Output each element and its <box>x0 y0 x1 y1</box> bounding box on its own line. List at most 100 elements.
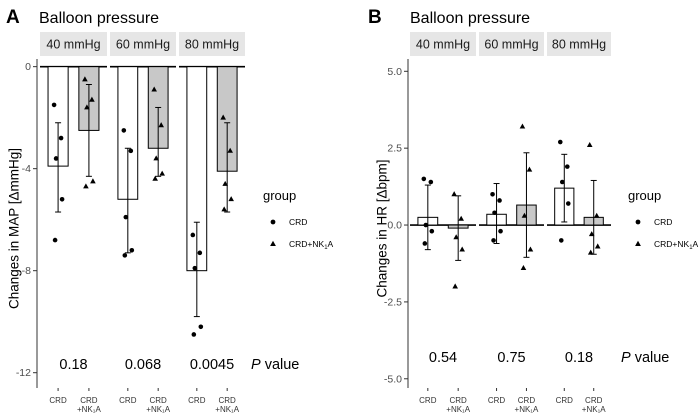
data-point <box>222 180 228 186</box>
x-tick-label: CRD <box>450 396 468 405</box>
legend: group CRD CRD+NK1A <box>263 188 334 251</box>
facet-strip <box>110 32 176 56</box>
data-point <box>90 178 96 184</box>
p-value: 0.75 <box>497 350 525 366</box>
data-point <box>521 212 528 218</box>
legend-triangle-icon <box>635 240 641 246</box>
x-tick-label: CRD <box>80 396 98 405</box>
data-point <box>53 156 59 161</box>
data-point <box>52 237 58 243</box>
data-point <box>451 191 457 197</box>
data-point <box>153 155 159 161</box>
p-value: 0.54 <box>429 350 457 366</box>
x-tick-label: +NK₁A <box>215 405 239 414</box>
data-point <box>129 247 135 253</box>
legend-title: group <box>628 188 661 203</box>
x-tick-label: CRD <box>188 396 206 405</box>
y-tick-label: -5.0 <box>384 373 402 385</box>
data-point <box>128 148 134 154</box>
data-point <box>121 128 127 133</box>
data-point <box>490 191 495 197</box>
facet-strip <box>410 32 476 56</box>
x-tick-label: +NK₁A <box>77 405 101 414</box>
data-point <box>527 246 534 252</box>
x-tick-label: CRD <box>556 396 574 405</box>
data-point <box>197 250 203 256</box>
p-value: 0.18 <box>565 350 593 366</box>
data-point <box>159 170 165 176</box>
x-tick-label: +NK₁A <box>446 405 470 414</box>
panel-letter: A <box>6 7 20 28</box>
x-tick-label: +NK₁A <box>582 405 606 414</box>
data-point <box>151 86 157 92</box>
x-tick-label: CRD <box>585 396 603 405</box>
y-tick-label: 0.0 <box>387 220 402 232</box>
x-tick-label: CRD <box>49 396 67 405</box>
panel-title: Balloon pressure <box>39 10 159 27</box>
facet-label: 80 mmHg <box>185 38 239 52</box>
data-point <box>51 102 57 108</box>
p-value-label: P value <box>621 350 669 366</box>
data-point <box>59 196 65 202</box>
data-point <box>565 201 571 206</box>
panel-letter: B <box>368 7 382 28</box>
data-point <box>220 114 226 120</box>
y-tick-label: -12 <box>16 367 31 379</box>
data-point <box>558 238 564 243</box>
y-tick-label: -8 <box>22 265 31 277</box>
data-point <box>83 183 89 189</box>
x-tick-label: CRD <box>150 396 168 405</box>
y-tick-label: 5.0 <box>387 66 402 78</box>
facet-label: 40 mmHg <box>46 38 100 52</box>
data-point <box>158 122 164 128</box>
data-point <box>84 104 90 110</box>
data-point <box>429 228 435 234</box>
facet-strip <box>40 32 107 56</box>
legend-label: CRD+NK1A <box>654 239 699 251</box>
facet-label: 80 mmHg <box>552 38 606 52</box>
data-point <box>519 123 526 129</box>
facet-strip <box>479 32 544 56</box>
legend-triangle-icon <box>270 240 276 246</box>
data-point <box>227 147 233 153</box>
data-point <box>559 179 565 185</box>
panel-a: A Balloon pressure Changes in MAP [ΔmmHg] 0… <box>6 7 334 414</box>
data-point <box>452 283 458 289</box>
y-tick-label: -4 <box>22 163 31 175</box>
data-point <box>594 243 601 249</box>
data-point <box>190 232 196 238</box>
x-tick-label: +NK₁A <box>515 405 539 414</box>
data-point <box>421 176 427 182</box>
facet-label: 40 mmHg <box>416 38 470 52</box>
facet-strip <box>179 32 245 56</box>
legend-label: CRD+NK1A <box>289 239 334 251</box>
data-point <box>192 265 198 271</box>
data-point <box>520 264 527 270</box>
x-tick-label: CRD <box>488 396 506 405</box>
data-point <box>123 214 129 220</box>
data-point <box>497 198 502 203</box>
data-point <box>453 234 459 240</box>
y-tick-label: -2.5 <box>384 296 402 308</box>
data-point <box>428 179 434 185</box>
data-point <box>526 166 533 172</box>
y-tick-label: 2.5 <box>387 143 402 155</box>
facet-label: 60 mmHg <box>116 38 170 52</box>
legend-circle-icon <box>270 219 276 225</box>
legend-label: CRD <box>289 217 307 227</box>
data-point <box>593 212 600 218</box>
p-value: 0.18 <box>59 357 87 373</box>
legend-title: group <box>263 188 296 203</box>
data-point <box>491 238 496 243</box>
data-point <box>191 332 197 337</box>
y-axis-label: Changes in HR [Δbpm] <box>375 159 390 297</box>
panel-title: Balloon pressure <box>410 10 530 27</box>
data-point <box>228 196 234 202</box>
x-tick-label: CRD <box>419 396 437 405</box>
panel-b: B Balloon pressure Changes in HR [Δbpm] 5.0… <box>368 7 699 414</box>
